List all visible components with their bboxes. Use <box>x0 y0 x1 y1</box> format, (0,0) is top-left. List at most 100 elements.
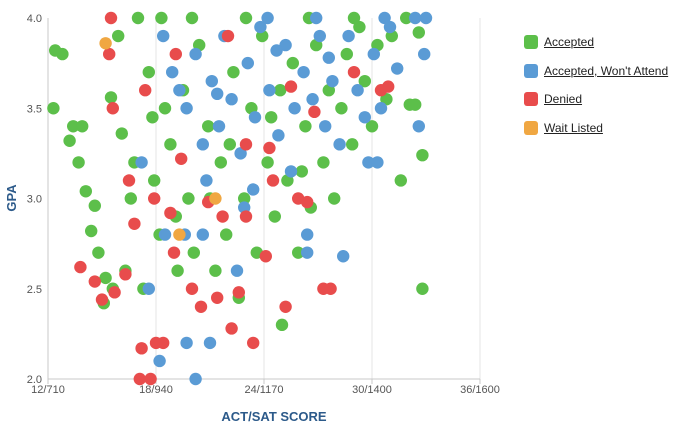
accepted-point <box>275 318 289 332</box>
x-tick-label: 36/1600 <box>460 384 500 396</box>
accepted-point <box>353 20 366 34</box>
accepted-point <box>88 199 102 212</box>
accepted-point <box>56 47 69 61</box>
accepted-point <box>164 138 177 151</box>
accepted-point <box>265 111 278 124</box>
tick-labels: 12/710 18/940 24/1170 30/1400 36/1600 2.0 2.5 3… <box>27 13 500 396</box>
denied-point <box>148 192 161 205</box>
denied-point <box>185 282 199 295</box>
accepted-point <box>72 156 85 169</box>
wont-attend-point <box>203 336 217 350</box>
denied-point <box>122 174 136 187</box>
accepted-point <box>148 174 161 187</box>
accepted-point <box>295 165 308 178</box>
wont-attend-point <box>383 20 397 34</box>
wont-attend-point <box>263 84 276 97</box>
wont-attend-point <box>358 111 371 124</box>
wont-attend-point <box>342 29 355 43</box>
chart-legend: Accepted Accepted, Won't Attend Denied W… <box>524 28 680 142</box>
legend-label-denied: Denied <box>544 92 583 107</box>
wont-attend-swatch <box>524 63 538 78</box>
denied-point <box>164 206 177 220</box>
wont-attend-point <box>306 93 319 106</box>
denied-point <box>211 291 224 304</box>
y-axis-title: GPA <box>4 184 19 212</box>
denied-point <box>167 246 181 259</box>
denied-point <box>324 282 337 295</box>
wont-attend-point <box>310 11 323 25</box>
waitlisted-point <box>173 228 186 241</box>
denied-point <box>225 322 238 335</box>
legend-item-denied[interactable]: Denied <box>524 85 680 114</box>
wont-attend-point <box>173 84 186 97</box>
denied-point <box>308 105 321 119</box>
denied-point <box>347 65 361 79</box>
accepted-point <box>261 156 274 169</box>
denied-point <box>216 210 229 223</box>
denied-point <box>221 29 235 43</box>
accepted-point <box>112 29 125 43</box>
wont-attend-point <box>153 354 166 368</box>
waitlisted-point <box>209 192 222 205</box>
legend-item-accepted[interactable]: Accepted <box>524 28 680 57</box>
denied-point <box>259 250 272 263</box>
accepted-point <box>187 246 200 259</box>
wont-attend-point <box>288 102 301 115</box>
denied-point <box>74 260 87 274</box>
wont-attend-point <box>261 11 274 25</box>
wont-attend-point <box>189 372 202 386</box>
wont-attend-point <box>196 228 209 241</box>
wont-attend-point <box>391 62 404 75</box>
accepted-point <box>358 74 371 88</box>
legend-item-wait-listed[interactable]: Wait Listed <box>524 114 680 143</box>
x-tick-label: 18/940 <box>139 384 173 396</box>
y-tick-label: 2.5 <box>27 284 42 296</box>
wont-attend-point <box>322 51 335 64</box>
denied-point <box>239 210 253 223</box>
x-axis-title: ACT/SAT SCORE <box>221 409 327 424</box>
denied-point <box>133 372 146 386</box>
accepted-point <box>274 84 287 97</box>
accepted-point <box>115 127 128 140</box>
denied-point <box>194 300 208 313</box>
accepted-point <box>99 271 112 285</box>
accepted-point <box>328 192 341 205</box>
denied-point <box>103 47 116 61</box>
wont-attend-point <box>248 111 262 124</box>
accepted-point <box>335 102 348 115</box>
denied-point <box>119 268 132 281</box>
x-tick-label: 24/1170 <box>245 384 284 396</box>
denied-point <box>232 286 245 299</box>
denied-point <box>263 141 276 155</box>
denied-point <box>95 293 109 306</box>
wont-attend-point <box>230 264 244 277</box>
accepted-swatch <box>524 35 538 50</box>
denied-point <box>169 47 182 61</box>
wont-attend-point <box>297 65 310 79</box>
wont-attend-point <box>272 129 285 142</box>
accepted-point <box>47 102 60 115</box>
denied-point <box>284 80 298 93</box>
accepted-point <box>79 185 93 198</box>
accepted-point <box>131 11 145 25</box>
denied-point <box>175 152 188 165</box>
accepted-point <box>155 11 168 25</box>
y-tick-label: 3.0 <box>27 194 42 206</box>
wont-attend-point <box>180 102 193 115</box>
wont-attend-point <box>301 228 314 241</box>
wont-attend-point <box>374 102 388 115</box>
wont-attend-point <box>270 44 283 57</box>
legend-label-wait-listed: Wait Listed <box>544 120 603 135</box>
accepted-point <box>223 138 236 151</box>
wont-attend-point <box>333 138 346 151</box>
wont-attend-point <box>158 228 172 241</box>
wont-attend-point <box>367 47 380 61</box>
wont-attend-point <box>142 282 155 295</box>
accepted-point <box>124 192 137 205</box>
wont-attend-point <box>313 29 326 43</box>
accepted-point <box>220 228 233 241</box>
accepted-point <box>142 65 155 79</box>
legend-item-wont-attend[interactable]: Accepted, Won't Attend <box>524 57 680 86</box>
wont-attend-point <box>157 29 170 43</box>
wont-attend-point <box>409 11 422 25</box>
